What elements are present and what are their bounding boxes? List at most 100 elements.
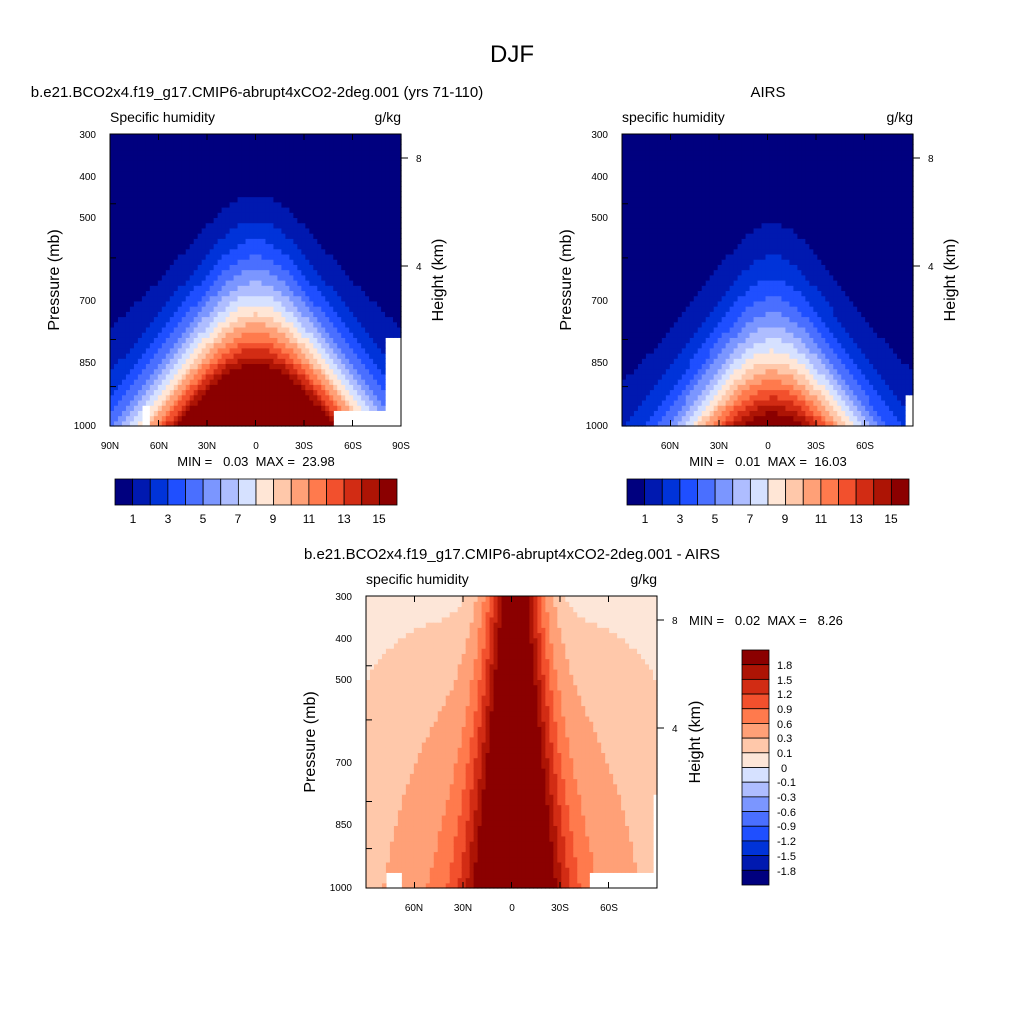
contour-cell <box>121 264 127 271</box>
contour-cell <box>117 384 123 391</box>
contour-cell <box>637 154 643 161</box>
contour-cell <box>349 160 354 166</box>
contour-cell <box>337 248 342 255</box>
contour-cell <box>173 196 179 203</box>
contour-cell <box>113 253 119 260</box>
contour-cell <box>285 165 290 172</box>
contour-cell <box>373 306 378 312</box>
contour-cell <box>357 243 362 250</box>
contour-cell <box>205 326 211 333</box>
contour-cell <box>133 248 139 255</box>
contour-cell <box>269 420 275 427</box>
contour-cell <box>353 165 358 172</box>
contour-cell <box>622 353 627 359</box>
contour-cell <box>297 253 302 260</box>
contour-cell <box>365 217 370 224</box>
contour-cell <box>385 316 390 323</box>
contour-cell <box>333 269 338 276</box>
contour-cell <box>369 186 374 192</box>
contour-cell <box>622 300 627 307</box>
contour-cell <box>325 227 330 234</box>
contour-cell <box>373 280 378 286</box>
contour-cell <box>277 290 283 297</box>
contour-cell <box>309 379 314 385</box>
contour-cell <box>357 342 362 349</box>
contour-cell <box>293 264 298 271</box>
contour-cell <box>641 134 647 140</box>
contour-cell <box>301 358 306 365</box>
contour-cell <box>665 264 671 271</box>
contour-cell <box>265 134 271 140</box>
contour-cell <box>217 405 223 411</box>
contour-cell <box>305 373 310 380</box>
contour-cell <box>661 165 667 172</box>
contour-cell <box>641 363 647 370</box>
contour-cell <box>665 321 671 328</box>
contour-cell <box>341 165 346 172</box>
contour-cell <box>337 269 342 276</box>
contour-cell <box>645 227 651 234</box>
contour-cell <box>633 295 639 302</box>
contour-cell <box>661 233 667 239</box>
contour-cell <box>209 285 215 292</box>
contour-cell <box>257 165 263 172</box>
contour-cell <box>681 222 687 229</box>
contour-cell <box>125 191 131 198</box>
contour-cell <box>129 311 135 318</box>
contour-cell <box>133 379 139 385</box>
contour-cell <box>121 134 127 140</box>
contour-cell <box>365 379 370 385</box>
contour-cell <box>173 165 179 172</box>
contour-cell <box>389 207 394 213</box>
contour-cell <box>357 248 362 255</box>
contour-cell <box>185 285 191 292</box>
contour-cell <box>169 227 175 234</box>
contour-cell <box>669 300 675 307</box>
contour-cell <box>121 139 127 146</box>
contour-cell <box>329 170 334 177</box>
contour-cell <box>117 134 123 140</box>
contour-cell <box>169 420 175 427</box>
contour-cell <box>193 227 199 234</box>
contour-cell <box>245 264 251 271</box>
contour-cell <box>193 420 199 427</box>
contour-cell <box>149 144 155 151</box>
contour-cell <box>113 175 119 182</box>
contour-cell <box>177 207 183 213</box>
contour-cell <box>317 175 322 182</box>
contour-cell <box>217 191 223 198</box>
contour-cell <box>325 379 330 385</box>
contour-cell <box>217 154 223 161</box>
contour-cell <box>673 332 679 338</box>
contour-cell <box>669 410 675 417</box>
contour-cell <box>277 217 283 224</box>
contour-cell <box>669 384 675 391</box>
contour-cell <box>201 170 207 177</box>
contour-cell <box>681 405 687 411</box>
contour-cell <box>193 358 199 365</box>
contour-cell <box>685 233 691 239</box>
contour-cell <box>257 217 263 224</box>
contour-cell <box>177 259 183 265</box>
contour-cell <box>201 389 207 396</box>
contour-cell <box>317 405 322 411</box>
contour-cell <box>337 233 342 239</box>
contour-cell <box>129 373 135 380</box>
contour-cell <box>189 217 195 224</box>
contour-cell <box>141 134 147 140</box>
contour-cell <box>277 207 283 213</box>
contour-cell <box>369 368 374 375</box>
contour-cell <box>297 290 302 297</box>
contour-cell <box>273 321 279 328</box>
contour-cell <box>129 134 135 140</box>
contour-cell <box>681 363 687 370</box>
contour-cell <box>637 394 643 401</box>
contour-cell <box>381 186 386 192</box>
contour-cell <box>165 384 171 391</box>
contour-cell <box>110 134 115 140</box>
contour-cell <box>281 191 286 198</box>
contour-cell <box>137 316 143 323</box>
contour-cell <box>673 160 679 166</box>
contour-cell <box>377 373 382 380</box>
contour-cell <box>389 175 394 182</box>
